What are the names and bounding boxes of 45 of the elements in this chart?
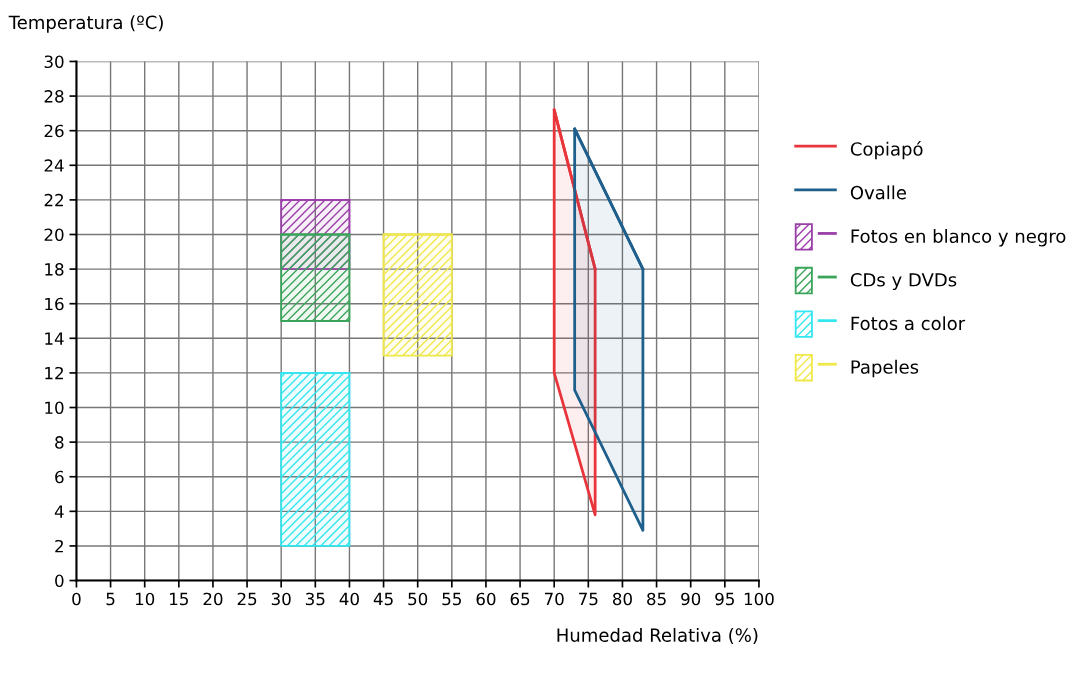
x-tick-label: 55 xyxy=(442,592,461,606)
y-tick-label: 16 xyxy=(45,297,64,311)
x-tick-label: 50 xyxy=(408,592,428,606)
legend-label: Fotos en blanco y negro xyxy=(851,229,1066,247)
y-axis-title: Temperatura (ºC) xyxy=(8,15,163,33)
x-tick-label: 30 xyxy=(271,592,291,606)
y-tick-label: 4 xyxy=(54,505,64,518)
x-tick-label: 85 xyxy=(647,592,666,606)
x-tick-label: 25 xyxy=(237,592,257,606)
y-tick-label: 20 xyxy=(44,228,64,242)
x-axis-title: Humedad Relativa (%) xyxy=(557,627,758,645)
x-tick-label: 0 xyxy=(72,592,81,606)
y-tick-label: 24 xyxy=(44,159,64,172)
y-tick-label: 28 xyxy=(44,90,64,103)
legend-label: CDs y DVDs xyxy=(850,272,957,291)
x-tick-label: 15 xyxy=(170,592,188,606)
y-tick-label: 8 xyxy=(55,436,64,449)
legend-label: Fotos a color xyxy=(851,316,966,331)
y-tick-label: 6 xyxy=(55,470,64,484)
y-tick-label: 18 xyxy=(45,263,64,276)
x-tick-label: 80 xyxy=(612,592,632,606)
x-tick-label: 100 xyxy=(744,592,774,606)
x-tick-label: 20 xyxy=(203,592,223,606)
y-tick-label: 26 xyxy=(44,124,64,138)
x-tick-label: 95 xyxy=(715,592,734,606)
x-tick-label: 35 xyxy=(305,592,325,606)
x-tick-label: 60 xyxy=(476,592,496,606)
y-tick-label: 14 xyxy=(45,332,64,345)
y-tick-label: 10 xyxy=(45,401,64,415)
y-tick-label: 0 xyxy=(55,574,64,588)
x-tick-label: 5 xyxy=(106,592,115,606)
legend-label: Ovalle xyxy=(850,185,906,200)
legend-label: Copiapó xyxy=(850,141,923,160)
x-tick-label: 65 xyxy=(510,592,530,606)
x-tick-label: 75 xyxy=(579,592,598,606)
x-tick-label: 40 xyxy=(339,592,359,606)
y-tick-label: 22 xyxy=(44,193,63,207)
x-tick-label: 45 xyxy=(373,592,393,606)
x-tick-label: 10 xyxy=(135,592,155,606)
x-tick-label: 90 xyxy=(681,592,701,606)
legend-label: Papeles xyxy=(851,359,919,378)
x-tick-label: 70 xyxy=(544,592,564,606)
y-tick-label: 2 xyxy=(55,539,63,553)
y-tick-label: 12 xyxy=(45,366,63,380)
y-tick-label: 30 xyxy=(44,55,64,69)
